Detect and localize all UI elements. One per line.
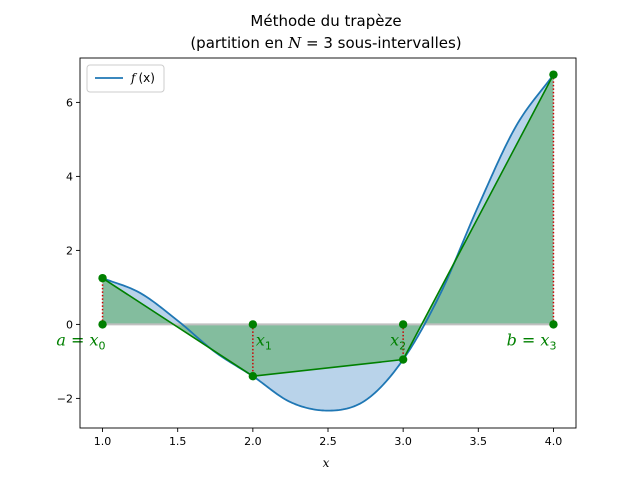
partition-label-var: x <box>390 330 399 349</box>
title-line2-pre: (partition en <box>190 34 288 52</box>
legend-box <box>86 64 165 93</box>
partition-marker-axis <box>248 320 258 329</box>
trapezoid-area-fill <box>102 74 554 377</box>
legend: f (x) <box>86 64 165 93</box>
partition-label-var: x <box>90 330 99 349</box>
x-tick-label: 2.0 <box>244 435 262 448</box>
partition-label-eq: = <box>517 330 541 349</box>
x-tick-label: 2.5 <box>319 435 337 448</box>
function-curve <box>102 74 555 412</box>
x-axis-label: x <box>323 456 330 470</box>
legend-label: f (x) <box>130 71 155 85</box>
partition-marker-curve <box>398 355 408 364</box>
x-tick-label: 3.5 <box>470 435 488 448</box>
partition-label-eq: = <box>66 330 90 349</box>
legend-label-arg: (x) <box>138 71 154 85</box>
partition-label: x2 <box>390 330 406 352</box>
y-tick-label: 2 <box>66 244 73 257</box>
x-tick-label: 1.0 <box>94 435 112 448</box>
partition-label-sub: 3 <box>549 339 556 352</box>
partition-label-lhs: b <box>507 330 517 349</box>
partition-marker-curve <box>248 372 258 381</box>
title-line2-var: N <box>287 34 302 52</box>
partition-label: x1 <box>256 330 272 352</box>
y-tick-label: 4 <box>66 170 73 183</box>
trapezoid-line <box>102 74 555 378</box>
partition-label-sub: 1 <box>265 339 272 352</box>
partition-label-var: x <box>540 330 549 349</box>
y-tick-label: 0 <box>66 318 73 331</box>
y-tick-label: 6 <box>66 96 73 109</box>
partition-label-lhs: a <box>56 330 66 349</box>
x-tick-label: 4.0 <box>545 435 563 448</box>
partition-label-sub: 0 <box>99 339 106 352</box>
partition-marker-axis <box>98 320 107 329</box>
x-tick-label: 1.5 <box>169 435 187 448</box>
partition-label: b = x3 <box>507 330 557 352</box>
y-tick-label: −2 <box>57 392 73 405</box>
title-line2-post: = 3 sous-intervalles) <box>301 34 461 52</box>
x-tick-label: 3.0 <box>394 435 412 448</box>
legend-label-var: f <box>130 71 138 85</box>
chart-title-line1: Méthode du trapèze <box>250 12 401 30</box>
chart-title-line2: (partition en N = 3 sous-intervalles) <box>190 34 461 52</box>
partition-marker-axis <box>549 320 558 329</box>
partition-marker-curve <box>549 70 558 79</box>
partition-marker-axis <box>398 320 408 329</box>
partition-marker-curve <box>98 273 107 283</box>
partition-label-var: x <box>256 330 265 349</box>
plot-area: a = x0 x1 x2 b = x31.0 1.5 2.0 2.5 3.0 3.5 4.0−20… <box>56 57 577 448</box>
partition-label-sub: 2 <box>399 339 406 352</box>
partition-label: a = x0 <box>56 330 105 352</box>
